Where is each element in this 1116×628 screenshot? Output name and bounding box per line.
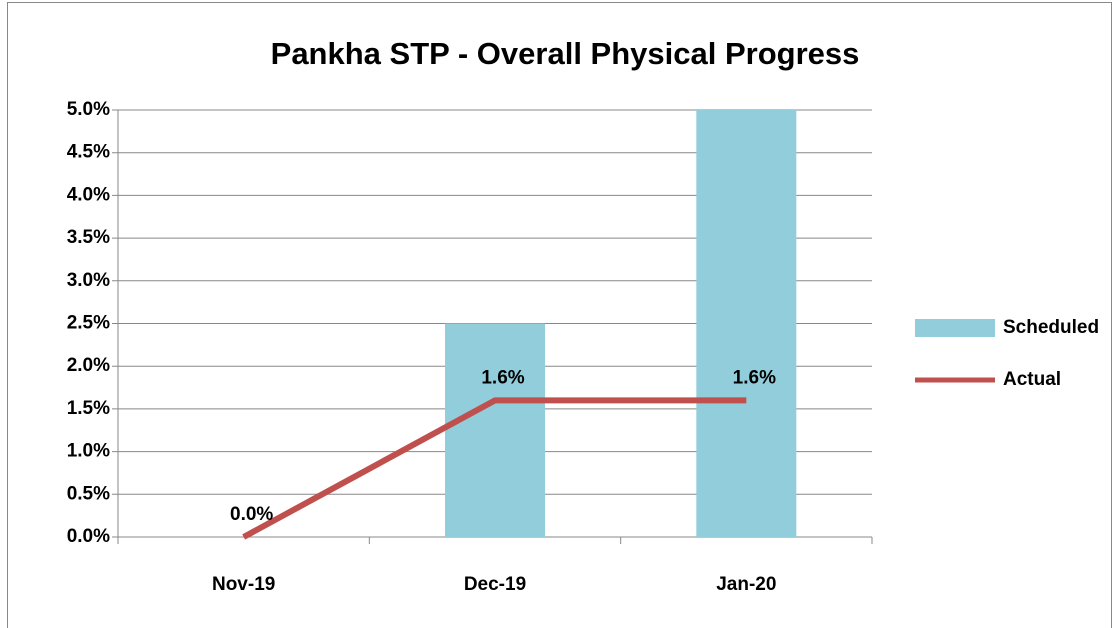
bar	[696, 110, 797, 537]
data-label: 0.0%	[230, 504, 273, 525]
data-label: 1.6%	[733, 367, 776, 388]
y-tick-label: 3.5%	[67, 227, 110, 248]
y-tick-label: 1.5%	[67, 398, 110, 419]
y-tick-label: 0.0%	[67, 526, 110, 547]
x-tick-label: Nov-19	[212, 574, 275, 595]
y-tick-label: 2.5%	[67, 313, 110, 334]
y-tick-label: 5.0%	[67, 99, 110, 120]
y-tick-label: 1.0%	[67, 441, 110, 462]
bar	[445, 323, 545, 537]
x-tick-label: Jan-20	[716, 574, 776, 595]
line	[242, 397, 747, 540]
legend-label: Actual	[1003, 369, 1061, 390]
y-tick-label: 4.0%	[67, 184, 110, 205]
chart-title: Pankha STP - Overall Physical Progress	[271, 36, 860, 71]
y-tick-label: 3.0%	[67, 270, 110, 291]
legend-label: Scheduled	[1003, 317, 1099, 338]
x-tick-label: Dec-19	[464, 574, 526, 595]
y-tick-label: 2.0%	[67, 355, 110, 376]
chart-frame	[7, 2, 1112, 628]
data-label: 1.6%	[481, 367, 524, 388]
legend-swatch	[915, 319, 995, 337]
y-tick-label: 0.5%	[67, 483, 110, 504]
y-tick-label: 4.5%	[67, 142, 110, 163]
